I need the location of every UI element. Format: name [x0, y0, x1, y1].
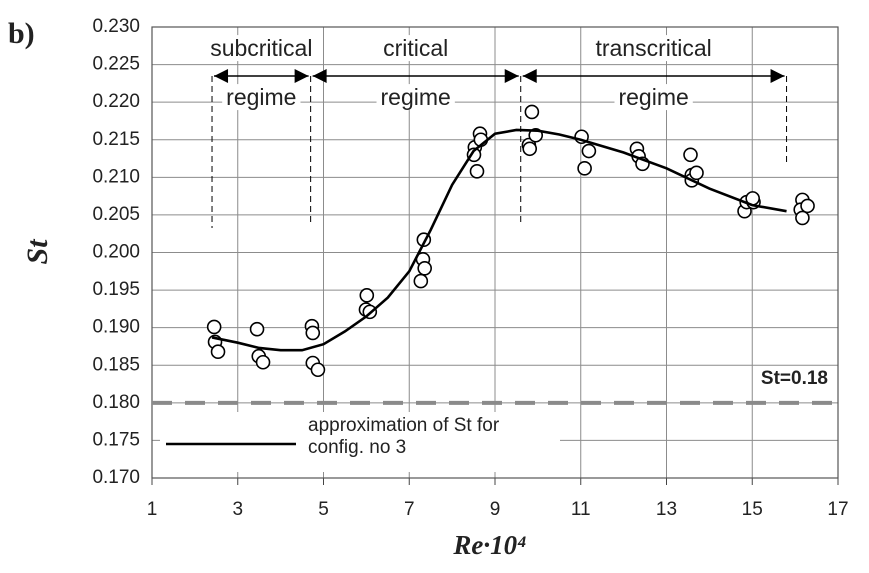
data-point	[310, 362, 326, 378]
y-axis-label: St	[21, 238, 54, 265]
y-tick-label: 0.215	[92, 129, 140, 150]
regime-label: regime	[226, 84, 296, 110]
data-point	[522, 141, 538, 157]
legend-label: approximation of St for config. no 3	[308, 415, 500, 458]
regime-name: critical	[383, 35, 448, 61]
y-tick-label: 0.225	[92, 54, 140, 75]
label-background	[614, 84, 693, 111]
x-tick-label: 13	[656, 499, 677, 520]
x-axis-label: Re·10⁴	[452, 530, 526, 560]
label-background	[376, 84, 455, 111]
legend-label-box: approximation of St for config. no 3	[308, 415, 500, 458]
x-tick-label: 1	[147, 499, 158, 520]
x-tick-label: 3	[232, 499, 243, 520]
x-tick-label: 7	[404, 499, 415, 520]
data-point	[795, 210, 810, 226]
y-tick-label: 0.200	[92, 242, 140, 263]
data-point	[466, 147, 482, 163]
data-point	[581, 143, 597, 159]
y-tick-label: 0.205	[92, 204, 140, 225]
regime-label: regime	[381, 84, 451, 110]
y-tick-label: 0.230	[92, 16, 140, 37]
regime-label: regime	[618, 84, 688, 110]
y-tick-label: 0.180	[92, 392, 140, 413]
x-tick-label: 15	[742, 499, 763, 520]
label-background	[379, 35, 453, 62]
y-tick-label: 0.220	[92, 91, 140, 112]
data-point	[255, 354, 271, 370]
x-tick-label: 11	[571, 499, 591, 520]
panel-label: b)	[8, 17, 35, 50]
y-tick-label: 0.210	[92, 166, 140, 187]
data-point	[210, 344, 226, 360]
regime-name: subcritical	[210, 35, 312, 61]
y-tick-label: 0.185	[92, 354, 140, 375]
plot-frame	[151, 26, 839, 479]
regime-name: transcritical	[595, 35, 711, 61]
data-point	[800, 198, 815, 214]
data-point	[469, 164, 485, 179]
data-point	[524, 104, 540, 120]
label-background	[222, 84, 301, 111]
data-point	[577, 161, 592, 176]
data-point	[683, 147, 698, 163]
y-tick-label: 0.170	[92, 467, 140, 488]
label-background	[591, 35, 716, 62]
x-tick-label: 17	[827, 499, 848, 520]
reference-label: St=0.18	[761, 368, 828, 389]
data-point	[305, 325, 321, 341]
y-tick-label: 0.195	[92, 279, 140, 300]
x-tick-label: 9	[490, 499, 501, 520]
data-point	[249, 321, 265, 337]
data-point	[417, 260, 432, 276]
fit-line	[211, 128, 787, 352]
data-point	[689, 165, 704, 181]
label-background	[206, 35, 317, 62]
y-tick-label: 0.175	[92, 429, 140, 450]
data-point	[413, 273, 429, 289]
data-point	[359, 288, 375, 303]
legend-background	[160, 412, 560, 472]
x-tick-label: 5	[318, 499, 329, 520]
y-tick-label: 0.190	[92, 317, 140, 338]
data-point	[206, 319, 222, 335]
